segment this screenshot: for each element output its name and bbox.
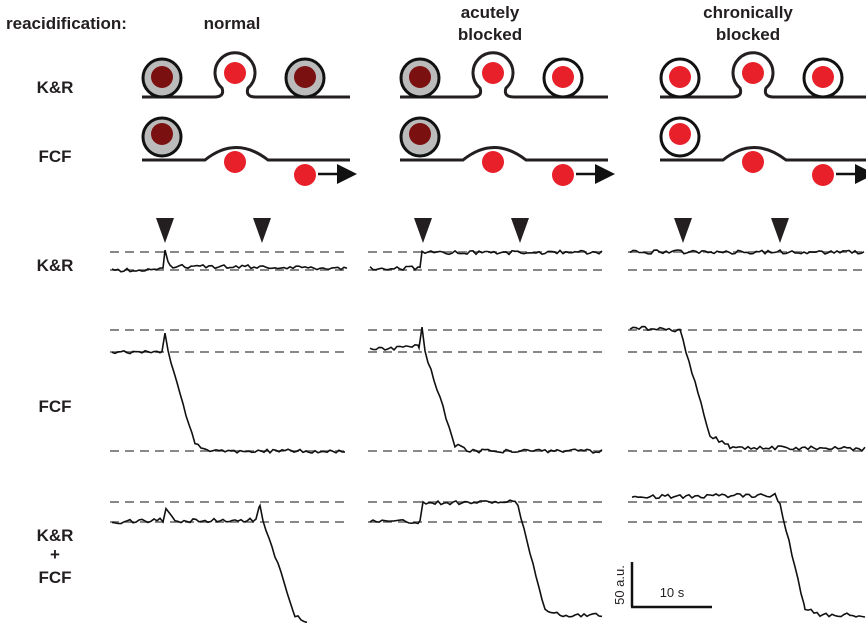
row-label: FCF <box>38 397 71 416</box>
trace <box>370 327 602 453</box>
cargo <box>294 164 316 186</box>
trace <box>630 327 865 451</box>
stimulus <box>156 218 174 243</box>
cargo <box>294 66 316 88</box>
cargo <box>812 164 834 186</box>
condition-title: normal <box>204 14 261 33</box>
stimulus <box>511 218 529 243</box>
stimulus <box>253 218 271 243</box>
cargo <box>742 62 764 84</box>
cargo <box>482 62 504 84</box>
trace <box>370 250 602 270</box>
cargo <box>224 151 246 173</box>
stimulus <box>414 218 432 243</box>
trace <box>630 250 864 254</box>
condition-title: blocked <box>458 25 522 44</box>
cargo <box>552 66 574 88</box>
cargo <box>224 62 246 84</box>
header-label: reacidification: <box>6 14 127 33</box>
cargo <box>669 66 691 88</box>
figure: reacidification: normal acutely blocked … <box>0 0 866 623</box>
row-label: K&R <box>37 256 74 275</box>
stimulus <box>771 218 789 243</box>
cargo <box>151 123 173 145</box>
trace <box>112 506 307 623</box>
cargo <box>742 151 764 173</box>
cargo <box>409 66 431 88</box>
condition-title: blocked <box>716 25 780 44</box>
cargo <box>669 123 691 145</box>
cargo <box>812 66 834 88</box>
row-label: K&R <box>37 526 74 545</box>
row-label: FCF <box>38 147 71 166</box>
condition-title: chronically <box>703 3 793 22</box>
cargo <box>482 151 504 173</box>
row-label: K&R <box>37 78 74 97</box>
cargo <box>409 123 431 145</box>
drawing <box>110 53 866 623</box>
trace <box>370 500 602 617</box>
condition-title: acutely <box>461 3 520 22</box>
cargo <box>552 164 574 186</box>
trace <box>112 250 347 272</box>
cargo <box>151 66 173 88</box>
row-label: FCF <box>38 568 71 587</box>
scale-label: 50 a.u. <box>612 565 627 605</box>
stimulus <box>674 218 692 243</box>
scale-label: 10 s <box>660 585 685 600</box>
row-label: + <box>50 545 60 564</box>
